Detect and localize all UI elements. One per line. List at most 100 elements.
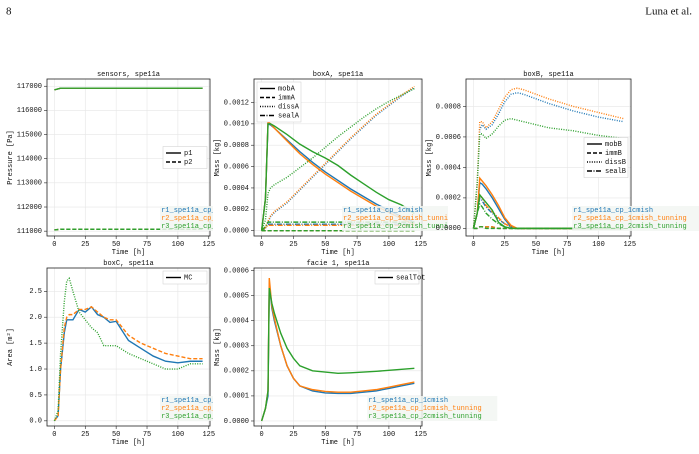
series-line (54, 87, 203, 91)
run-label: r2_spe11a_cp_1cmish_tunning (161, 215, 274, 223)
y-axis-label: Area [m²] (7, 328, 15, 366)
run-label-box (160, 396, 213, 421)
x-tick-label: 75 (563, 241, 571, 249)
x-tick-label: 25 (289, 241, 297, 249)
x-axis-label: Time [h] (112, 249, 146, 257)
x-tick-label: 100 (592, 241, 605, 249)
subplot: 0.0000 0.0002 0.0004 0.0006 0.0008 0 25 50 75 100… (426, 71, 699, 257)
legend-box (162, 270, 208, 285)
x-tick-label: 50 (321, 431, 329, 439)
legend-label: immB (605, 150, 622, 158)
page-number: 8 (6, 6, 12, 18)
y-tick-label: 0.0001 (224, 393, 249, 401)
x-tick-label: 25 (81, 431, 89, 439)
x-tick-label: 100 (383, 431, 396, 439)
y-tick-label: 0.5 (29, 392, 42, 400)
y-tick-label: 0.0008 (436, 103, 461, 111)
x-axis-label: Time [h] (321, 439, 355, 447)
series-line (472, 117, 624, 229)
run-labels: r1_spe11a_cp_1cmishr2_spe11a_cp_1cmish_t… (160, 206, 274, 231)
run-label: r1_spe11a_cp_1cmish (161, 207, 241, 215)
run-label: r1_spe11a_cp_1cmish (161, 397, 241, 405)
x-tick-label: 125 (414, 241, 427, 249)
legend-box (162, 146, 208, 169)
y-tick-label: 0.0008 (224, 142, 249, 150)
run-label-box (160, 206, 213, 231)
legend-label: p2 (184, 159, 192, 167)
run-label: r3_spe11a_cp_2cmish_tunning (161, 223, 274, 231)
author: Luna et al. (645, 6, 692, 18)
y-tick-label: 0.0004 (224, 318, 249, 326)
y-tick-label: 0.0000 (436, 225, 461, 233)
subplot: 0.0000 0.0001 0.0002 0.0003 0.0004 0.0005 0.00… (214, 260, 498, 447)
run-label-box (572, 206, 699, 231)
y-tick-label: 113000 (17, 180, 42, 188)
series-line (260, 123, 415, 231)
run-label: r2_spe11a_cp_1cmish_tunning (161, 405, 274, 413)
y-axis-label: Pressure [Pa] (7, 130, 15, 185)
y-tick-label: 0.0000 (224, 418, 249, 426)
x-tick-label: 25 (501, 241, 509, 249)
legend-label: MC (184, 274, 192, 282)
series-line (473, 226, 624, 230)
y-axis-label: Mass [kg] (426, 139, 434, 177)
y-tick-label: 115000 (17, 131, 42, 139)
y-tick-label: 0.0004 (224, 185, 249, 193)
x-axis-label: Time [h] (321, 249, 355, 257)
x-tick-label: 125 (623, 241, 636, 249)
x-tick-label: 100 (172, 241, 185, 249)
run-label: r1_spe11a_cp_1cmish (573, 207, 653, 215)
x-tick-label: 100 (172, 431, 185, 439)
y-axis-label: Mass [kg] (214, 328, 222, 366)
legend-label: immA (278, 94, 296, 102)
x-tick-label: 0 (52, 431, 56, 439)
y-tick-label: 0.0006 (224, 163, 249, 171)
y-tick-label: 114000 (17, 156, 42, 164)
legend-label: mobA (278, 85, 296, 93)
run-label-box (367, 396, 498, 421)
series-line (261, 224, 415, 232)
chart-title: boxA, spe11a (313, 71, 363, 79)
legend-box (374, 270, 420, 285)
run-label: r3_spe11a_cp_2cmish_tunning (573, 223, 686, 231)
x-tick-label: 50 (321, 241, 329, 249)
run-label: r3_spe11a_cp_2cmish_tunning (161, 413, 274, 421)
axes-frame (46, 78, 211, 237)
series-line (472, 87, 624, 229)
axes-frame (253, 267, 423, 427)
series-line (472, 202, 624, 230)
y-axis-label: Mass [kg] (214, 139, 222, 177)
axes-frame (465, 78, 632, 237)
run-labels: r1_spe11a_cp_1cmishr2_spe11a_cp_1cmish_t… (160, 396, 274, 421)
y-tick-label: 1.5 (29, 340, 42, 348)
axes-frame (46, 267, 211, 427)
chart-title: facie 1, spe11a (306, 260, 369, 268)
series-line (54, 228, 203, 231)
y-tick-label: 0.0012 (224, 99, 249, 107)
run-label: r2_spe11a_cp_1cmish_tunning (368, 405, 481, 413)
y-tick-label: 0.0005 (224, 292, 249, 300)
series-line (260, 87, 415, 231)
x-tick-label: 50 (532, 241, 540, 249)
run-label: r3_spe11a_cp_2cmish_tunning (368, 413, 481, 421)
series-line (260, 287, 415, 422)
legend-label: dissA (278, 103, 300, 111)
x-tick-label: 50 (112, 431, 120, 439)
y-tick-label: 0.0002 (436, 195, 461, 203)
y-tick-label: 0.0 (29, 418, 42, 426)
subplot: 0.0000 0.0002 0.0004 0.0006 0.0008 0.0010 0.00… (214, 71, 448, 257)
y-tick-label: 112000 (17, 204, 42, 212)
series-line (261, 86, 415, 232)
legend-label: p1 (184, 150, 192, 158)
y-tick-label: 1.0 (29, 366, 42, 374)
x-tick-label: 75 (143, 241, 151, 249)
x-axis-label: Time [h] (532, 249, 566, 257)
y-tick-label: 0.0000 (224, 228, 249, 236)
y-tick-label: 0.0003 (224, 343, 249, 351)
y-tick-label: 117000 (17, 83, 42, 91)
y-tick-label: 2.5 (29, 288, 42, 296)
x-tick-label: 100 (383, 241, 396, 249)
x-tick-label: 75 (353, 241, 361, 249)
y-tick-label: 0.0002 (224, 368, 249, 376)
